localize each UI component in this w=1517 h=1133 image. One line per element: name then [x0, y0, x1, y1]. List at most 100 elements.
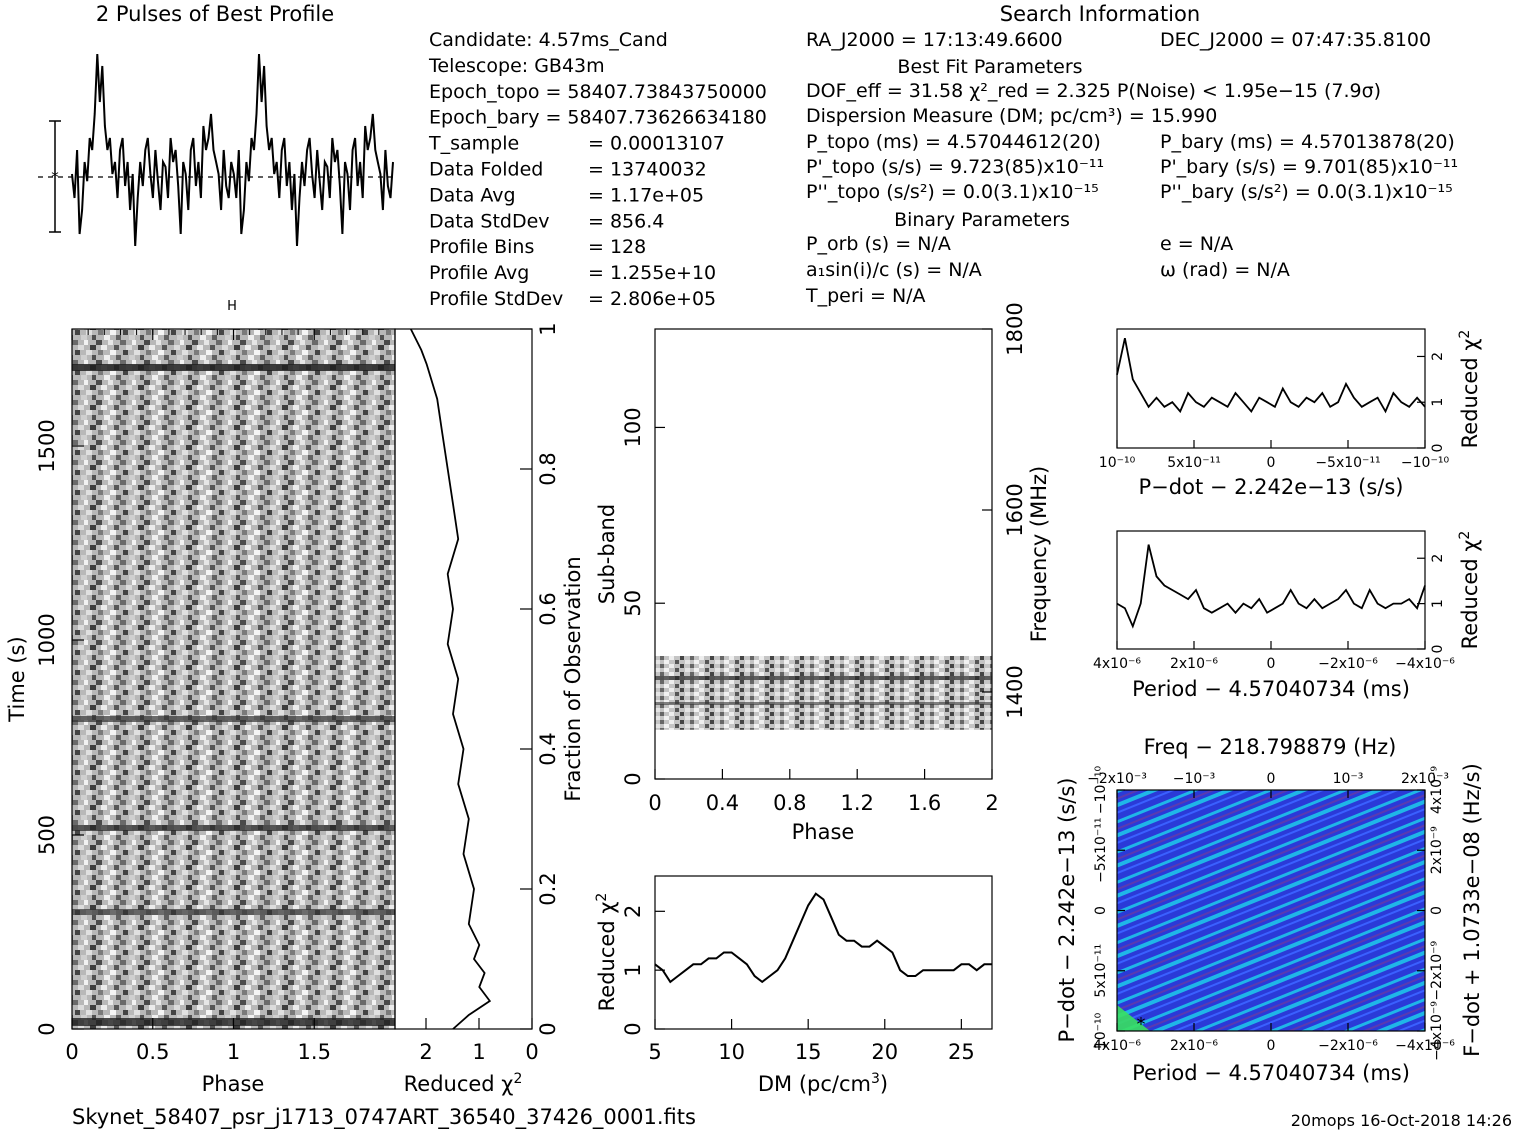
time-phase-dark-row — [72, 364, 395, 371]
tick-label: 1800 — [1003, 302, 1027, 355]
info-mid-line: Dispersion Measure (DM; pc/cm³) = 15.990 — [806, 105, 1217, 127]
pdot-panel: 10⁻¹⁰ 5x10⁻¹¹ 0 −5x10⁻¹¹ −10⁻¹⁰ 0 1 2 P−dot − 2… — [1099, 328, 1482, 499]
info-right-line: DEC_J2000 = 07:47:35.8100 — [1160, 29, 1431, 51]
tick-label: 1.5 — [298, 1040, 331, 1064]
dm-ylabel: Reduced χ2 — [594, 893, 619, 1012]
tick-label: 2x10⁻⁶ — [1170, 656, 1218, 672]
tick-label: −4x10⁻⁹ — [1429, 1001, 1445, 1061]
info-left-label: Epoch_bary = 58407.73626634180 — [429, 107, 767, 129]
info-left-value: = 2.806e+05 — [588, 288, 716, 310]
tick-label: −2x10⁻⁶ — [1318, 656, 1378, 672]
tick-label: 2 — [1430, 554, 1446, 563]
subband-dark-row — [655, 702, 992, 705]
ppdot-best-marker: * — [1137, 1014, 1146, 1035]
info-left-value: = 13740032 — [588, 159, 707, 181]
tick-label: 50 — [621, 590, 645, 617]
tick-label: 5 — [648, 1040, 661, 1064]
time-phase-ylabel: Time (s) — [5, 636, 29, 722]
chi2-time-xlabel: Reduced χ2 — [404, 1071, 523, 1096]
search-title: Search Information — [1000, 2, 1200, 26]
dm-panel: 5 10 15 20 25 0 1 2 DM (pc/cm3) Reduced χ2 — [594, 875, 993, 1096]
ppdot-ylabel: P−dot − 2.242e−13 (s/s) — [1055, 778, 1079, 1043]
tick-label: 0.2 — [536, 872, 560, 905]
tick-label: 4x10⁻⁹ — [1429, 766, 1445, 814]
ppdot-xlabel: Period − 4.57040734 (ms) — [1132, 1061, 1410, 1085]
info-mid-line: P_topo (ms) = 4.57044612(20) — [806, 131, 1101, 153]
tick-label: 0 — [1267, 771, 1276, 787]
info-mid-line: P'_topo (s/s) = 9.723(85)x10⁻¹¹ — [806, 156, 1104, 178]
tick-label: 2 — [1430, 352, 1446, 361]
info-mid-line: P''_topo (s/s²) = 0.0(3.1)x10⁻¹⁵ — [806, 181, 1099, 203]
tick-label: 0 — [1267, 656, 1276, 672]
info-left-label: Candidate: 4.57ms_Cand — [429, 29, 668, 51]
tick-label: −10⁻¹⁰ — [1093, 766, 1109, 815]
dm-frame — [654, 875, 993, 1030]
info-left-label: T_sample — [428, 133, 519, 155]
info-left-label: Data Folded — [429, 159, 543, 181]
subband-frame — [654, 328, 993, 780]
pdot-xlabel: P−dot − 2.242e−13 (s/s) — [1139, 475, 1404, 499]
info-left-label: Telescope: GB43m — [428, 55, 605, 77]
time-phase-dark-row — [72, 716, 395, 722]
tick-label: −5x10⁻¹¹ — [1315, 455, 1380, 471]
tick-label: 5x10⁻¹¹ — [1167, 455, 1221, 471]
tick-label: 1 — [227, 1040, 240, 1064]
info-left-label: Profile StdDev — [429, 288, 563, 310]
time-phase-heatmap — [72, 329, 395, 1029]
tick-label: 2x10⁻⁹ — [1429, 826, 1445, 874]
tick-label: 0 — [65, 1040, 78, 1064]
tick-label: 10 — [718, 1040, 745, 1064]
tick-label: −10⁻¹⁰ — [1401, 455, 1450, 471]
tick-label: 4x10⁻⁶ — [1093, 1038, 1141, 1054]
tick-label: 1 — [536, 322, 560, 335]
tick-label: −2x10⁻⁹ — [1429, 940, 1445, 1000]
tick-label: 1000 — [35, 613, 59, 666]
profile-title: 2 Pulses of Best Profile — [96, 2, 334, 26]
tick-label: 0.4 — [536, 732, 560, 765]
tick-label: 5x10⁻¹¹ — [1093, 944, 1109, 998]
info-mid-column: RA_J2000 = 17:13:49.6600 DOF_eff = 31.58 … — [805, 29, 1381, 307]
profile-panel: * — [38, 53, 395, 247]
tick-label: 0 — [648, 791, 661, 815]
period-series-line — [1116, 544, 1426, 629]
tick-label: 0.5 — [136, 1040, 169, 1064]
tick-label: 0 — [1267, 1038, 1276, 1054]
tick-label: 1600 — [1003, 483, 1027, 536]
period-xlabel: Period − 4.57040734 (ms) — [1132, 677, 1410, 701]
period-ticks: 4x10⁻⁶ 2x10⁻⁶ 0 −2x10⁻⁶ −4x10⁻⁶ 0 1 2 — [1093, 554, 1455, 672]
tick-label: −2x10⁻⁶ — [1318, 1038, 1378, 1054]
chi2-time-series-line — [409, 328, 492, 1030]
tick-label: 500 — [35, 815, 59, 855]
dm-ticks: 5 10 15 20 25 0 1 2 — [621, 905, 975, 1064]
chi2-time-frame — [394, 328, 533, 1030]
info-left-column: Candidate: 4.57ms_Cand Telescope: GB43m Ep… — [428, 29, 767, 310]
tick-label: 2 — [985, 791, 998, 815]
chi2-time-ticks: 2 1 0 0 0.2 0.4 0.6 0.8 1 — [419, 322, 560, 1064]
info-right-line: P_bary (ms) = 4.57013878(20) — [1160, 131, 1455, 153]
info-left-label: Epoch_topo = 58407.73843750000 — [429, 81, 767, 103]
subband-panel: 0 0.4 0.8 1.2 1.6 2 0 50 100 1400 1600 1800 Phase S… — [595, 302, 1051, 844]
dm-xlabel: DM (pc/cm3) — [758, 1071, 888, 1096]
ppdot-y2label: F−dot + 1.0733e−08 (Hz/s) — [1460, 763, 1484, 1057]
info-right-line: P''_bary (s/s²) = 0.0(3.1)x10⁻¹⁵ — [1160, 181, 1453, 203]
info-left-label: Profile Bins — [429, 236, 534, 258]
profile-mean-marker: * — [51, 168, 59, 186]
subband-y2label: Frequency (MHz) — [1027, 466, 1051, 642]
tick-label: 0.4 — [706, 791, 739, 815]
tick-label: 0.8 — [773, 791, 806, 815]
tick-label: 1.2 — [840, 791, 873, 815]
tick-label: 0 — [1267, 455, 1276, 471]
tick-label: 0.8 — [536, 452, 560, 485]
time-phase-ticks: 0 0.5 1 1.5 0 500 1000 1500 — [35, 329, 396, 1064]
tick-label: 1.6 — [908, 791, 941, 815]
info-right-line: e = N/A — [1160, 233, 1233, 255]
subband-xlabel: Phase — [792, 820, 855, 844]
subband-heatmap — [655, 656, 992, 730]
tick-label: 2x10⁻⁶ — [1170, 1038, 1218, 1054]
info-left-value: = 1.17e+05 — [588, 184, 704, 206]
tick-label: 0 — [1093, 906, 1109, 915]
ppdot-hot-region — [1117, 1005, 1150, 1031]
info-mid-line: T_peri = N/A — [805, 285, 926, 307]
chi2-time-ylabel: Fraction of Observation — [561, 556, 585, 801]
